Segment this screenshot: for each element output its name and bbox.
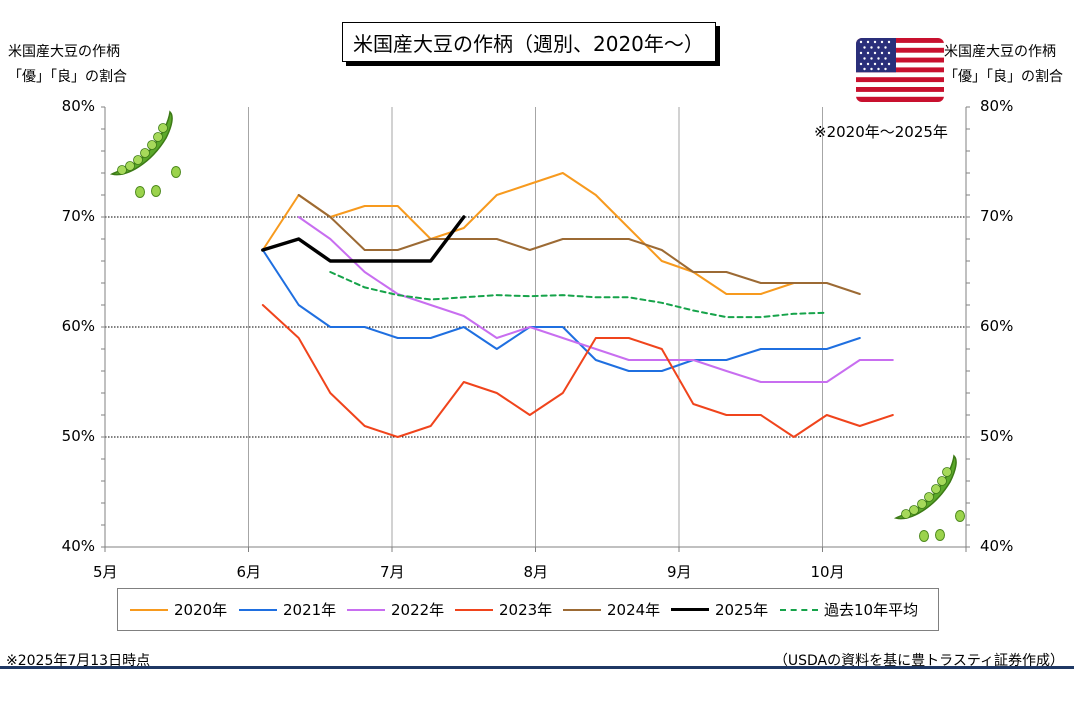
legend-swatch (130, 608, 168, 611)
series-line-3 (261, 304, 894, 438)
chart-title: 米国産大豆の作柄（週別、2020年〜） (342, 22, 716, 62)
legend-swatch (455, 608, 493, 611)
y-tick-label-left: 60% (61, 317, 95, 335)
axes (101, 106, 970, 552)
legend-item-2021: 2021年 (239, 589, 336, 630)
x-tick-label: 6月 (236, 563, 262, 581)
left-axis-title-line-1: 米国産大豆の作柄 (8, 44, 120, 60)
x-tick-label: 5月 (93, 563, 118, 581)
legend: 2020年 2021年 2022年 2023年 2024年 2025年 過去10… (117, 588, 939, 631)
y-tick-label-right: 40% (980, 537, 1014, 555)
x-tick-label: 8月 (523, 563, 549, 581)
left-axis-title: 米国産大豆の作柄 「優」「良」の割合 (8, 40, 127, 90)
series-line-1 (261, 249, 861, 372)
legend-swatch (780, 608, 818, 611)
legend-label: 2022年 (391, 601, 445, 619)
series-lines (261, 172, 894, 438)
y-tick-label-left: 70% (61, 207, 95, 225)
series-line-5 (261, 215, 466, 263)
x-tick-label: 9月 (667, 563, 692, 581)
legend-swatch (239, 608, 277, 611)
legend-label: 2023年 (499, 601, 553, 619)
right-axis-title: 米国産大豆の作柄 「優」「良」の割合 (944, 40, 1063, 90)
series-line-6 (329, 271, 828, 319)
legend-swatch (563, 608, 601, 611)
bottom-divider (0, 666, 1074, 669)
x-tick-label: 7月 (380, 563, 405, 581)
right-axis-title-line-2: 「優」「良」の割合 (944, 69, 1063, 85)
y-tick-label-left: 40% (61, 537, 95, 555)
y-tick-label-left: 80% (61, 97, 95, 115)
right-axis-title-line-1: 米国産大豆の作柄 (944, 44, 1056, 60)
legend-item-2023: 2023年 (455, 589, 552, 630)
source-credit: （USDAの資料を基に豊トラスティ証券作成） (773, 653, 1064, 669)
legend-label: 2024年 (607, 601, 661, 619)
legend-item-10yr-average: 過去10年平均 (780, 589, 918, 630)
legend-item-2022: 2022年 (347, 589, 444, 630)
left-axis-title-line-2: 「優」「良」の割合 (8, 69, 127, 85)
legend-swatch (671, 608, 709, 611)
green-soybean-pod-icon (109, 110, 181, 198)
legend-label: 過去10年平均 (824, 601, 919, 619)
legend-item-2024: 2024年 (563, 589, 660, 630)
legend-label: 2025年 (715, 601, 769, 619)
series-line-4 (297, 194, 861, 295)
y-tick-label-right: 80% (980, 97, 1014, 115)
as-of-date: ※2025年7月13日時点 (6, 653, 151, 669)
series-line-0 (261, 172, 795, 295)
x-tick-label: 10月 (810, 563, 845, 581)
legend-item-2020: 2020年 (130, 589, 227, 630)
y-tick-label-left: 50% (61, 427, 95, 445)
y-tick-label-right: 70% (980, 207, 1014, 225)
us-flag-icon (856, 38, 944, 102)
green-soybean-pod-icon (893, 454, 965, 542)
legend-label: 2020年 (174, 601, 228, 619)
legend-swatch (347, 608, 385, 611)
y-tick-label-right: 60% (980, 317, 1014, 335)
series-line-2 (297, 216, 894, 383)
y-tick-label-right: 50% (980, 427, 1014, 445)
legend-item-2025: 2025年 (671, 589, 768, 630)
period-note: ※2020年〜2025年 (814, 123, 948, 141)
legend-label: 2021年 (283, 601, 337, 619)
